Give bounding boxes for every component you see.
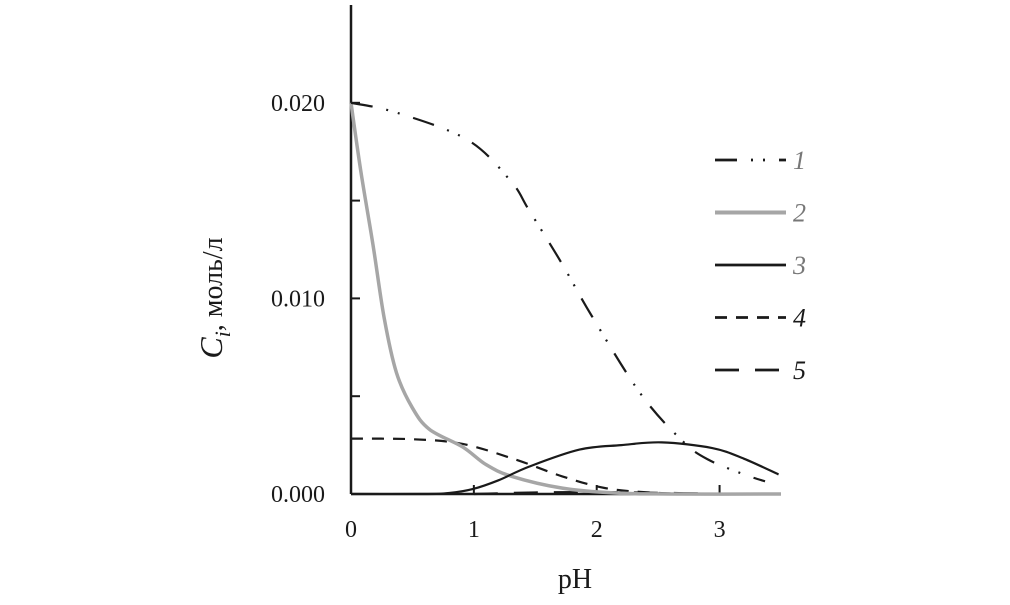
x-tick-label: 1 <box>468 517 480 543</box>
x-tick-label: 0 <box>345 517 357 543</box>
y-axis-subscript: i <box>210 331 235 337</box>
y-axis-symbol: C <box>193 337 229 359</box>
legend-label-2: 2 <box>793 199 806 228</box>
y-tick-label: 0.000 <box>271 482 325 508</box>
x-tick-label: 2 <box>591 517 603 543</box>
legend-label-5: 5 <box>793 356 806 385</box>
series-line-3 <box>350 441 779 496</box>
legend-label-3: 3 <box>792 251 806 280</box>
legend: 1 2 3 4 5 <box>715 146 806 385</box>
legend-label-1: 1 <box>793 146 806 175</box>
series-line-1 <box>350 101 766 483</box>
series-line-4 <box>350 437 782 496</box>
legend-label-4: 4 <box>793 304 806 333</box>
x-tick-label: 3 <box>714 517 726 543</box>
series-group <box>349 101 782 496</box>
x-axis-title: pH <box>558 564 592 595</box>
y-tick-label: 0.010 <box>271 286 325 312</box>
y-axis-title: Ci, моль/л <box>193 237 235 358</box>
series-line-2 <box>349 102 782 496</box>
y-tick-label: 0.020 <box>271 91 325 117</box>
y-axis-unit: , моль/л <box>198 237 229 331</box>
